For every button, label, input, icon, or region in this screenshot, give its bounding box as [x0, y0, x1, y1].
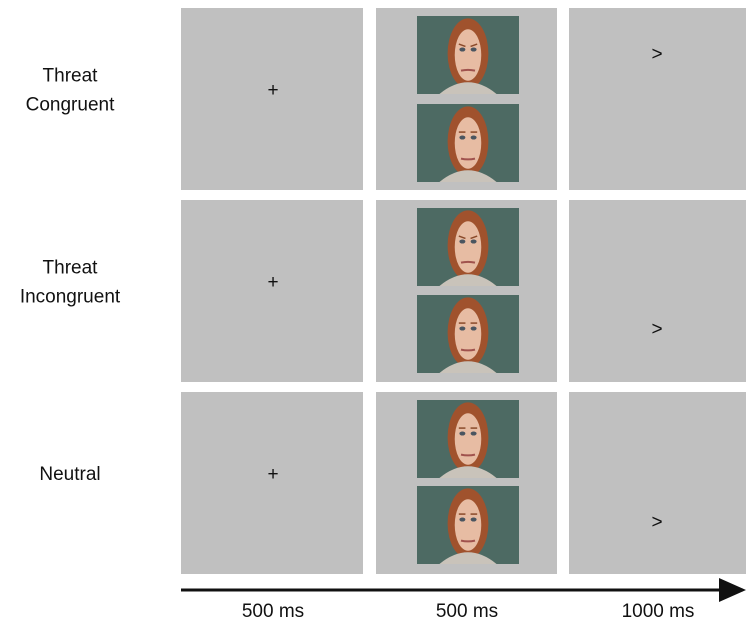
eye	[459, 517, 466, 522]
face-image	[417, 16, 519, 94]
stimulus-panel	[569, 200, 746, 382]
mouth	[460, 157, 476, 161]
face-image	[417, 295, 519, 373]
condition-label: Threat	[43, 66, 99, 87]
eye	[470, 326, 477, 331]
eye	[459, 326, 466, 331]
mouth	[460, 539, 476, 543]
face-image	[417, 486, 519, 564]
mouth	[460, 348, 476, 352]
eye	[470, 239, 477, 244]
duration-label: 500 ms	[242, 601, 304, 622]
face	[454, 29, 482, 81]
face	[454, 499, 482, 551]
face	[454, 308, 482, 360]
sweater	[439, 82, 497, 94]
mouth	[460, 260, 476, 264]
eye	[459, 135, 466, 140]
duration-label: 500 ms	[436, 601, 498, 622]
fixation-cross: +	[267, 464, 278, 485]
condition-label: Threat	[43, 258, 99, 279]
face	[454, 413, 482, 465]
stimulus-panel	[181, 8, 363, 190]
mouth	[460, 68, 476, 72]
fixation-cross: +	[267, 80, 278, 101]
face-image	[417, 104, 519, 182]
condition-label: Neutral	[39, 464, 100, 485]
brow	[470, 43, 478, 48]
stimulus-panel	[569, 8, 746, 190]
eye	[459, 431, 466, 436]
eye	[459, 47, 466, 52]
sweater	[439, 552, 497, 564]
duration-label: 1000 ms	[622, 601, 695, 622]
condition-label: Incongruent	[20, 287, 121, 308]
sweater	[439, 361, 497, 373]
probe: >	[651, 512, 662, 533]
probe: >	[651, 44, 662, 65]
sweater	[439, 170, 497, 182]
eye	[459, 239, 466, 244]
face-image	[417, 400, 519, 478]
probe: >	[651, 319, 662, 340]
eye	[470, 517, 477, 522]
brow	[458, 235, 466, 240]
stimulus-panel	[569, 392, 746, 574]
face-image	[417, 208, 519, 286]
mouth	[460, 453, 476, 457]
eye	[470, 135, 477, 140]
condition-label: Congruent	[26, 95, 115, 116]
eye	[470, 47, 477, 52]
fixation-cross: +	[267, 272, 278, 293]
stimulus-panel	[181, 392, 363, 574]
face	[454, 221, 482, 273]
brow	[458, 43, 466, 48]
brow	[470, 235, 478, 240]
sweater	[439, 274, 497, 286]
stimulus-panel	[181, 200, 363, 382]
face	[454, 117, 482, 169]
sweater	[439, 466, 497, 478]
eye	[470, 431, 477, 436]
